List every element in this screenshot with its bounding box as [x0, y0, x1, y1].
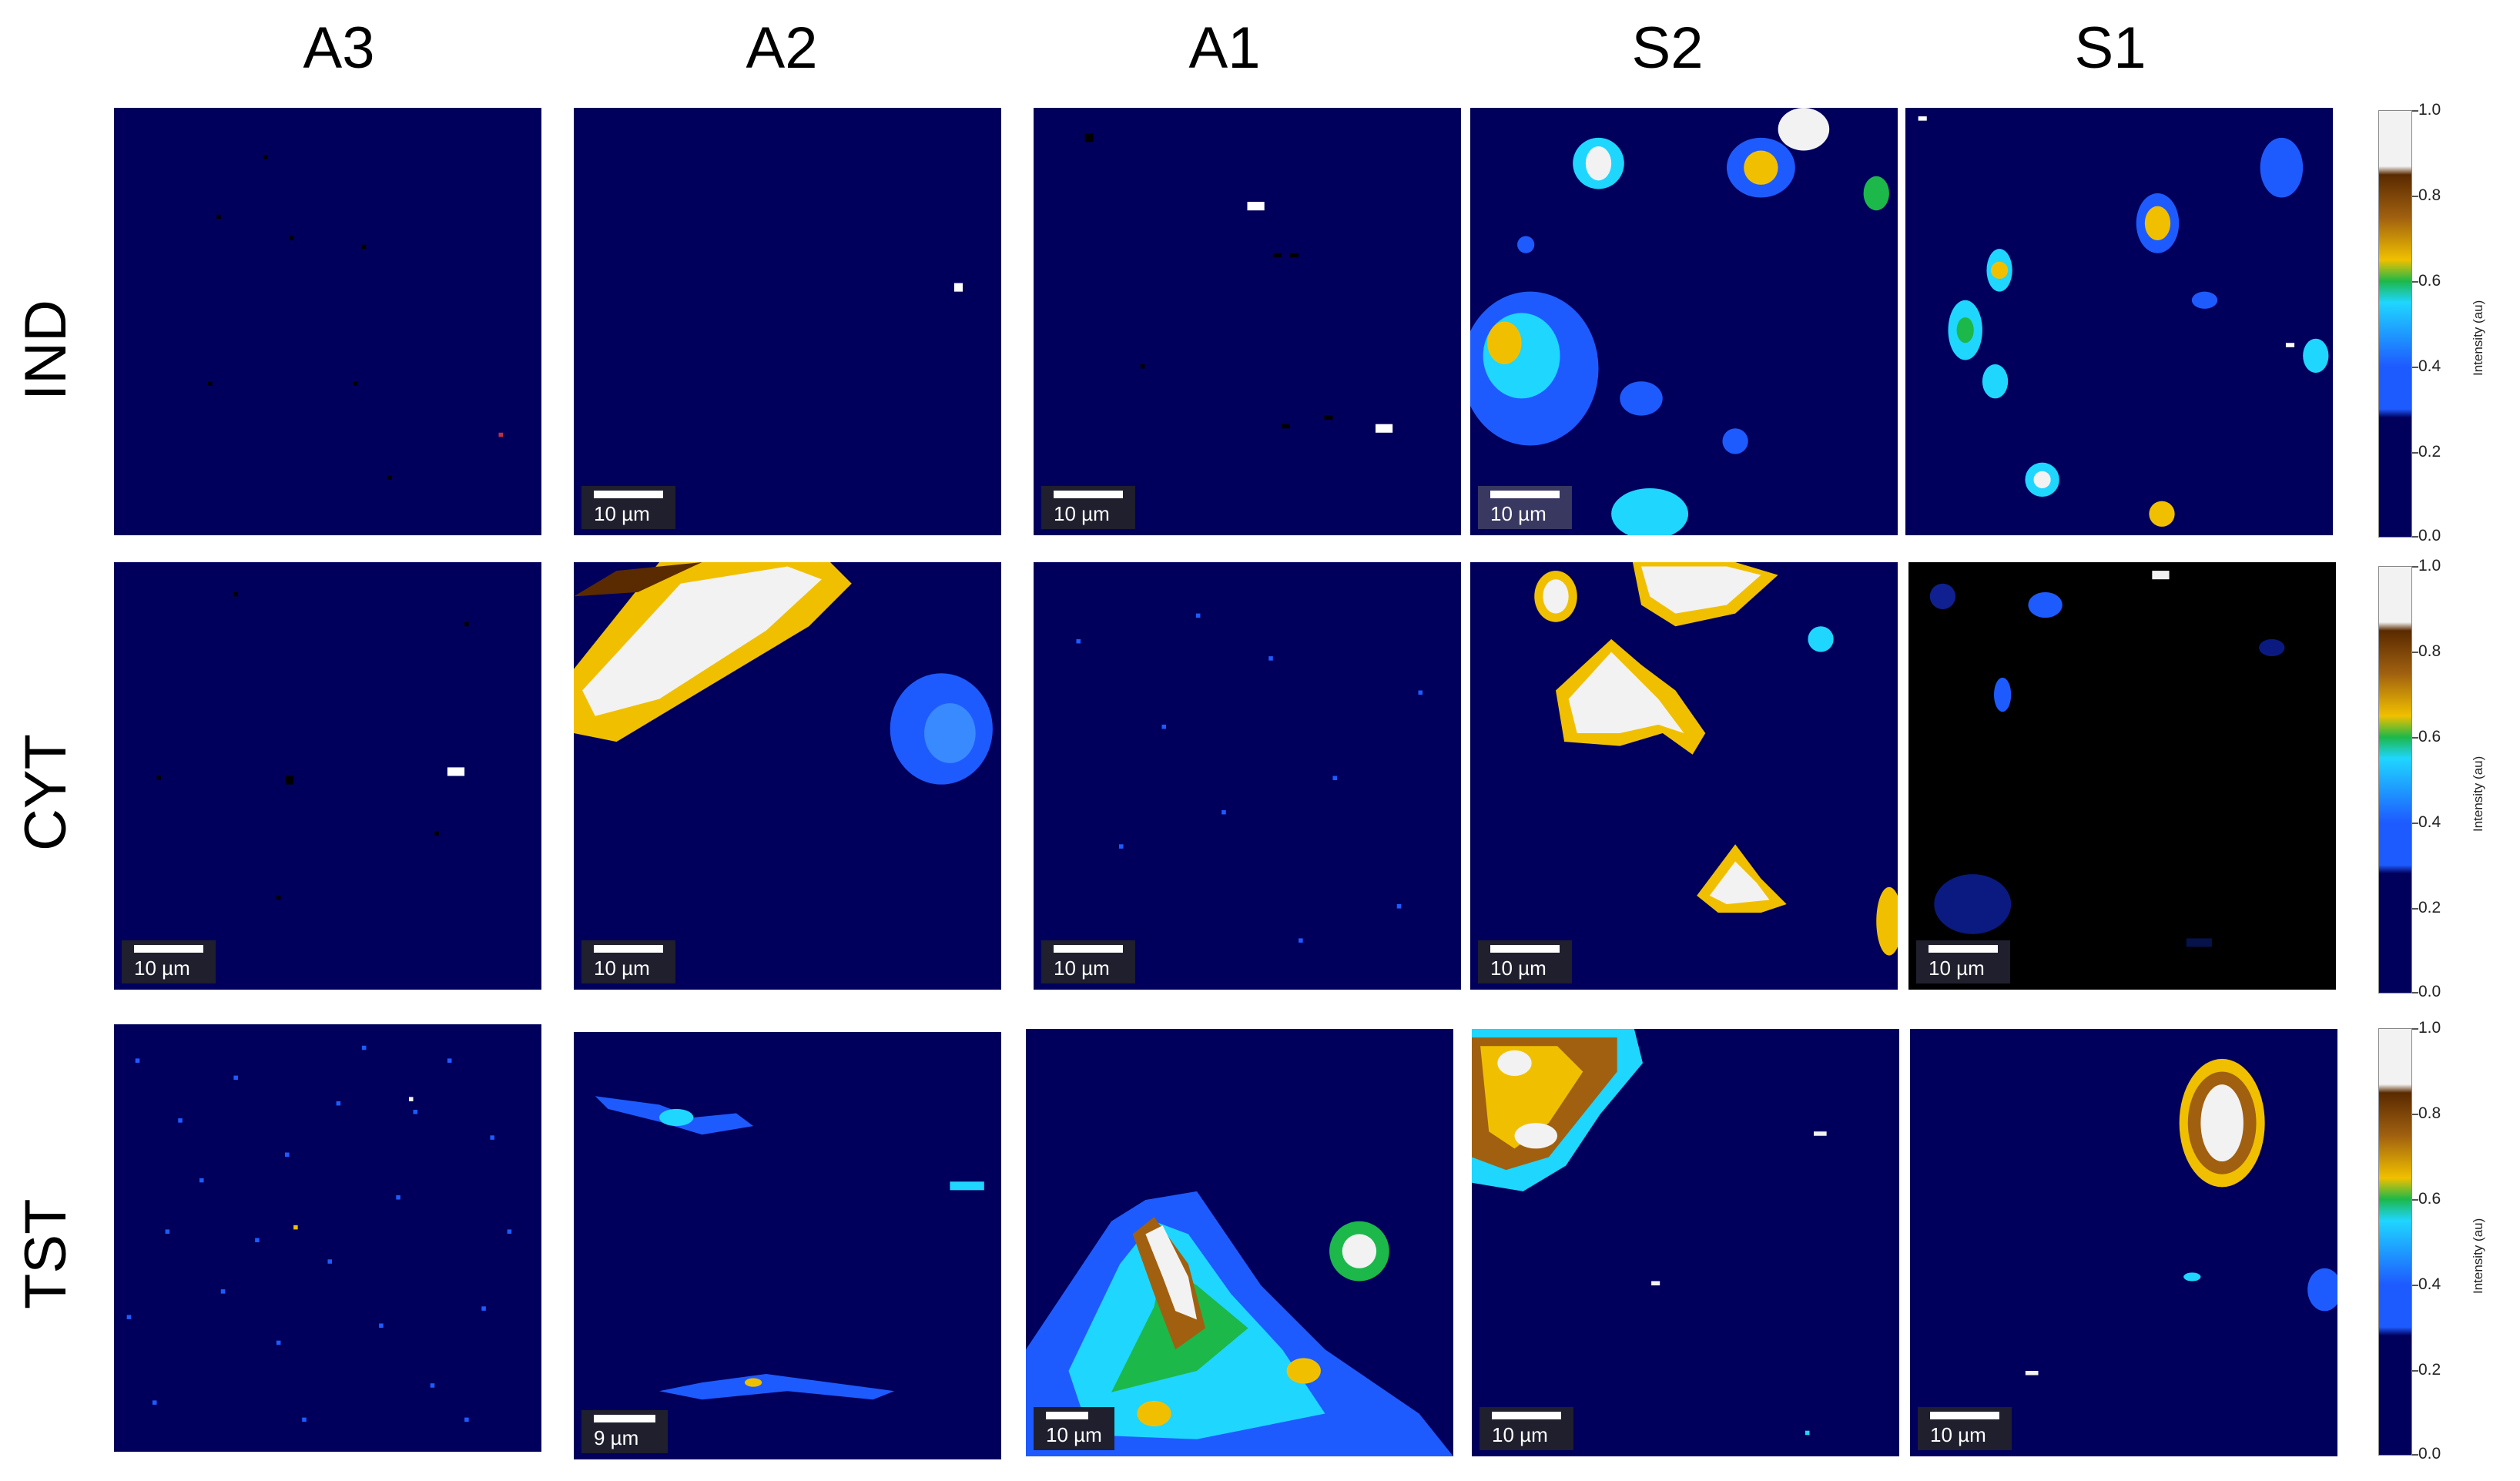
image-cyt-a1: 10 µm	[1034, 562, 1461, 990]
column-header-s1: S1	[2074, 15, 2146, 81]
column-header-a2: A2	[746, 15, 818, 81]
column-header-s2: S2	[1631, 15, 1704, 81]
scale-bar: 10 µm	[1479, 1407, 1573, 1450]
scale-bar: 10 µm	[581, 940, 675, 983]
scale-bar: 10 µm	[581, 486, 675, 529]
column-header-a1: A1	[1188, 15, 1261, 81]
scale-bar: 10 µm	[1916, 940, 2010, 983]
image-ind-a3	[114, 108, 541, 535]
scale-bar: 10 µm	[122, 940, 216, 983]
scale-bar: 10 µm	[1918, 1407, 2012, 1450]
image-tst-s1: 10 µm	[1910, 1029, 2337, 1456]
row-header-cyt: CYT	[13, 734, 79, 851]
colorbar-ind: 1.0 0.8 0.6 0.4 0.2 0.0 Intensity (au)	[2378, 102, 2485, 544]
image-ind-s2: 10 µm	[1470, 108, 1898, 535]
colorbar-label: Intensity (au)	[2471, 1218, 2485, 1294]
image-cyt-a3: 10 µm	[114, 562, 541, 990]
row-header-tst: TST	[13, 1198, 79, 1309]
row-header-ind: IND	[13, 300, 79, 400]
image-tst-a1: 10 µm	[1026, 1029, 1453, 1456]
scale-bar: 10 µm	[1478, 940, 1572, 983]
scale-bar: 10 µm	[1034, 1407, 1114, 1450]
scale-bar: 10 µm	[1041, 486, 1135, 529]
column-header-a3: A3	[303, 15, 375, 81]
colorbar-label: Intensity (au)	[2471, 300, 2485, 376]
colorbar-label: Intensity (au)	[2471, 756, 2485, 832]
colorbar-cyt: 1.0 0.8 0.6 0.4 0.2 0.0 Intensity (au)	[2378, 558, 2485, 1000]
image-ind-a2: 10 µm	[574, 108, 1001, 535]
image-tst-a3	[114, 1024, 541, 1452]
image-ind-s1	[1905, 108, 2333, 535]
scale-bar: 10 µm	[1478, 486, 1572, 529]
image-tst-s2: 10 µm	[1472, 1029, 1899, 1456]
image-ind-a1: 10 µm	[1034, 108, 1461, 535]
scale-bar: 9 µm	[581, 1410, 668, 1453]
image-cyt-s1: 10 µm	[1908, 562, 2336, 990]
colorbar-tst: 1.0 0.8 0.6 0.4 0.2 0.0 Intensity (au)	[2378, 1020, 2485, 1463]
image-cyt-s2: 10 µm	[1470, 562, 1898, 990]
image-tst-a2: 9 µm	[574, 1032, 1001, 1459]
scale-bar: 10 µm	[1041, 940, 1135, 983]
image-cyt-a2: 10 µm	[574, 562, 1001, 990]
